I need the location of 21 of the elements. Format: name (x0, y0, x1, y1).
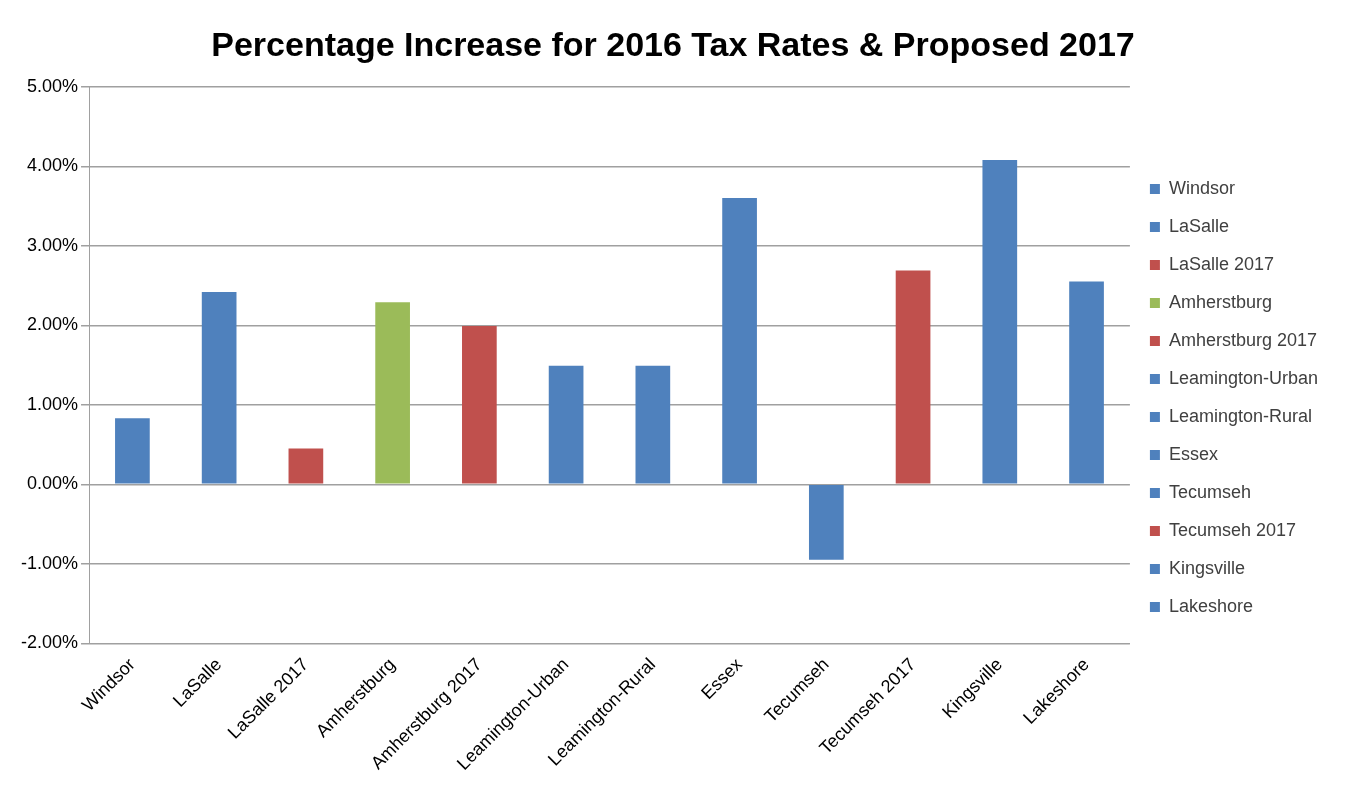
chart-title: Percentage Increase for 2016 Tax Rates & Proposed 2017 (211, 24, 1135, 63)
y-tick-label: 3.00% (26, 234, 79, 255)
y-tick-label: 4.00% (26, 155, 79, 176)
legend-label: Leamington-Urban (1168, 367, 1318, 388)
legend-label: Windsor (1168, 177, 1235, 198)
legend-label: Amherstburg (1168, 291, 1272, 312)
legend-label: Leamington-Rural (1168, 405, 1312, 426)
legend-label: Lakeshore (1168, 595, 1253, 616)
legend-label: LaSalle 2017 (1168, 253, 1274, 274)
legend-label: LaSalle (1168, 215, 1229, 236)
legend-label: Tecumseh (1168, 481, 1251, 502)
legend-label: Kingsville (1168, 557, 1245, 578)
y-tick-label: 5.00% (26, 75, 79, 96)
legend-label: Tecumseh 2017 (1168, 519, 1296, 540)
y-tick-label: 2.00% (26, 314, 79, 335)
y-tick-label: -2.00% (20, 632, 79, 653)
y-tick-label: -1.00% (20, 552, 79, 573)
y-tick-label: 0.00% (26, 473, 79, 494)
legend-label: Essex (1168, 443, 1218, 464)
legend-label: Amherstburg 2017 (1168, 329, 1317, 350)
y-tick-label: 1.00% (26, 393, 79, 414)
